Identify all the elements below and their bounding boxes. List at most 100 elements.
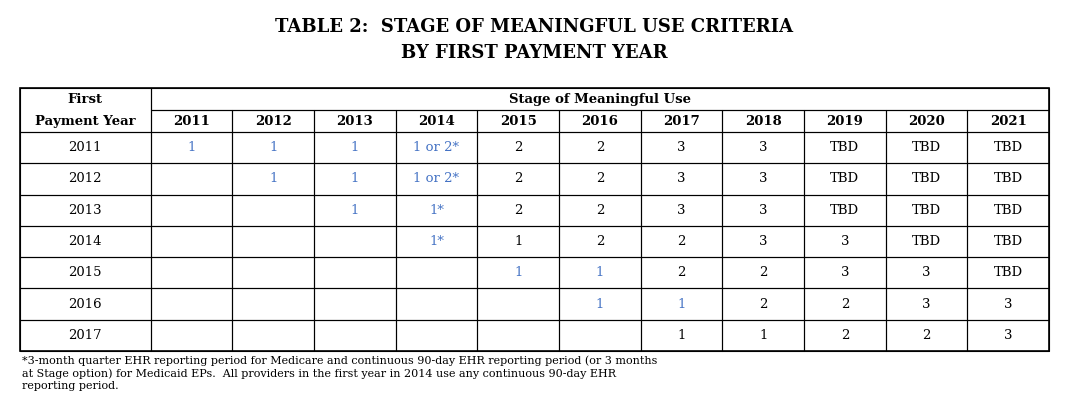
Bar [640, 110, 723, 132]
Bar [232, 257, 314, 289]
Text: 2021: 2021 [990, 115, 1026, 128]
Bar [151, 257, 232, 289]
Text: 1: 1 [351, 172, 359, 186]
Text: 2: 2 [595, 235, 604, 248]
Bar [396, 289, 478, 320]
Bar [804, 257, 886, 289]
Bar [232, 110, 314, 132]
Bar [478, 320, 559, 351]
Text: 2013: 2013 [68, 204, 103, 217]
Text: TBD: TBD [912, 235, 941, 248]
Bar [396, 226, 478, 257]
Bar [314, 289, 396, 320]
Bar [967, 195, 1049, 226]
Bar [396, 320, 478, 351]
Text: Stage of Meaningful Use: Stage of Meaningful Use [509, 93, 691, 106]
Bar [232, 320, 314, 351]
Text: 1: 1 [678, 298, 685, 311]
Text: 2015: 2015 [68, 266, 102, 279]
Text: 2015: 2015 [499, 115, 537, 128]
Text: TBD: TBD [912, 172, 941, 186]
Bar [804, 226, 886, 257]
Text: 3: 3 [678, 141, 685, 154]
Text: 1: 1 [514, 235, 523, 248]
Text: TBD: TBD [912, 141, 941, 154]
Text: 2: 2 [595, 141, 604, 154]
Bar [559, 163, 640, 195]
Text: at Stage option) for Medicaid EPs.  All providers in the first year in 2014 use : at Stage option) for Medicaid EPs. All p… [22, 368, 616, 379]
Text: 2: 2 [514, 204, 523, 217]
Text: 3: 3 [759, 172, 768, 186]
Bar [559, 110, 640, 132]
Bar [559, 132, 640, 163]
Text: TBD: TBD [993, 266, 1023, 279]
Bar [804, 163, 886, 195]
Bar [886, 289, 967, 320]
Text: 2: 2 [759, 266, 768, 279]
Bar [640, 195, 723, 226]
Text: 2014: 2014 [418, 115, 455, 128]
Bar [967, 289, 1049, 320]
Text: TBD: TBD [831, 141, 859, 154]
Bar [723, 110, 804, 132]
Bar [478, 132, 559, 163]
Text: 2: 2 [514, 172, 523, 186]
Bar [151, 110, 232, 132]
Text: 3: 3 [1004, 329, 1012, 342]
Bar [232, 132, 314, 163]
Bar [20, 132, 151, 163]
Bar [314, 320, 396, 351]
Text: 2011: 2011 [173, 115, 210, 128]
Bar [804, 110, 886, 132]
Text: 1 or 2*: 1 or 2* [414, 172, 460, 186]
Bar [640, 226, 723, 257]
Bar [723, 226, 804, 257]
Bar [314, 163, 396, 195]
Text: 2017: 2017 [68, 329, 103, 342]
Bar [886, 163, 967, 195]
Bar [314, 226, 396, 257]
Text: 3: 3 [1004, 298, 1012, 311]
Bar [967, 163, 1049, 195]
Bar [886, 257, 967, 289]
Bar [723, 289, 804, 320]
Bar [314, 195, 396, 226]
Bar [804, 132, 886, 163]
Bar [640, 289, 723, 320]
Bar [723, 195, 804, 226]
Bar [640, 132, 723, 163]
Text: 2014: 2014 [68, 235, 102, 248]
Bar [478, 195, 559, 226]
Text: 2018: 2018 [745, 115, 781, 128]
Bar [478, 110, 559, 132]
Bar [20, 88, 1049, 351]
Bar [886, 195, 967, 226]
Text: 2: 2 [678, 266, 685, 279]
Text: 3: 3 [759, 141, 768, 154]
Bar [232, 195, 314, 226]
Text: 2019: 2019 [826, 115, 864, 128]
Bar [151, 88, 1049, 110]
Bar [886, 320, 967, 351]
Bar [967, 320, 1049, 351]
Bar [559, 320, 640, 351]
Bar [20, 257, 151, 289]
Bar [804, 195, 886, 226]
Text: 1: 1 [678, 329, 685, 342]
Bar [314, 110, 396, 132]
Bar [232, 289, 314, 320]
Text: 1 or 2*: 1 or 2* [414, 141, 460, 154]
Bar [151, 132, 232, 163]
Bar [20, 163, 151, 195]
Bar [886, 110, 967, 132]
Bar [967, 226, 1049, 257]
Text: 3: 3 [923, 298, 931, 311]
Text: 2020: 2020 [909, 115, 945, 128]
Text: 2012: 2012 [254, 115, 292, 128]
Text: 3: 3 [923, 266, 931, 279]
Bar [723, 320, 804, 351]
Bar [151, 226, 232, 257]
Text: 3: 3 [759, 204, 768, 217]
Text: 1: 1 [269, 141, 277, 154]
Bar [20, 226, 151, 257]
